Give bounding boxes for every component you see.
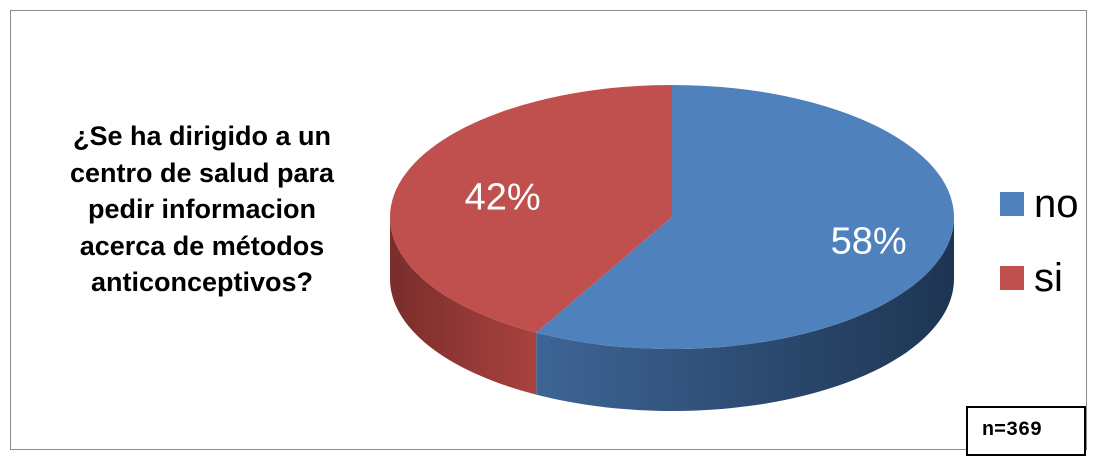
pie-slice-si: [389, 85, 672, 333]
chart-legend: no si: [1000, 182, 1079, 330]
chart-title-line-2: centro de salud para: [69, 157, 335, 188]
chart-title-line-1: ¿Se ha dirigido a un: [72, 121, 332, 151]
sample-size-note: n=369: [966, 406, 1086, 456]
legend-item-si: si: [1000, 256, 1079, 300]
data-label-no: 58%: [831, 221, 907, 263]
legend-swatch-no: [1000, 192, 1024, 216]
pie-side-no: [536, 217, 954, 411]
legend-swatch-si: [1000, 266, 1024, 290]
chart-title: ¿Se ha dirigido a un centro de salud par…: [28, 118, 376, 301]
chart-title-line-4: acerca de métodos: [79, 230, 325, 261]
legend-item-no: no: [1000, 182, 1079, 226]
pie-slice-no: [536, 85, 954, 349]
data-label-si: 42%: [465, 177, 541, 219]
legend-label-si: si: [1034, 256, 1063, 300]
chart-title-line-3: pedir informacion: [87, 194, 317, 224]
legend-label-no: no: [1034, 182, 1079, 226]
pie-side-si: [390, 217, 537, 395]
chart-title-line-5: anticonceptivos?: [90, 267, 314, 297]
